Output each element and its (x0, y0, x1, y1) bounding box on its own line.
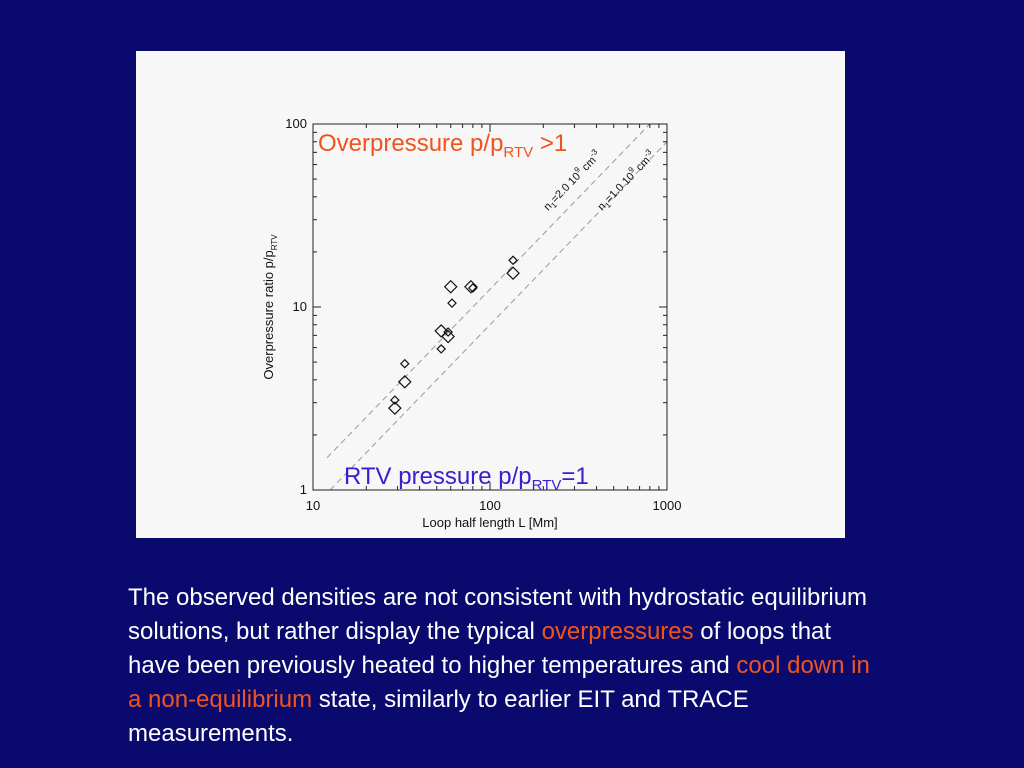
data-point-diamond (443, 327, 453, 337)
caption-highlight-cool-down: cool down in a non-equilibrium (128, 652, 870, 713)
data-point-diamond (389, 395, 400, 405)
label-value: =1.0 10 (603, 171, 637, 206)
x-axis-label: Loop half length L [Mm] (422, 515, 557, 530)
y-axis-label-sub: RTV (270, 234, 279, 251)
caption-part-1: The observed densities are not consisten… (128, 584, 868, 645)
data-point-diamond (387, 401, 402, 416)
data-point-diamond (399, 358, 410, 369)
data-point-diamond (508, 255, 518, 266)
density-line-1 (326, 124, 651, 459)
data-point-diamond (506, 266, 520, 281)
label-sub: 1 (603, 200, 613, 210)
data-point-diamond (434, 324, 449, 338)
data-point-diamond (436, 344, 447, 354)
density-line-label-2: n1=1.0 109 cm-3 (593, 147, 659, 215)
y-axis-label-main: Overpressure ratio p/p (261, 250, 276, 379)
label-unit-sup: -3 (588, 147, 600, 159)
rtv-annotation-rest: =1 (561, 463, 588, 490)
x-tick-label: 100 (479, 498, 501, 513)
caption-part-3: state, similarly to earlier EIT and TRAC… (128, 686, 749, 747)
data-point-diamond (467, 283, 478, 293)
label-sup: 9 (572, 165, 582, 175)
data-point-diamond (441, 329, 455, 344)
rtv-pressure-annotation: RTV pressure p/pRTV=1 (344, 463, 589, 494)
data-point-diamond (397, 374, 412, 389)
overpressure-annotation-rest: >1 (533, 130, 567, 157)
overpressure-annotation-sub: RTV (503, 144, 533, 161)
reference-lines (326, 124, 667, 490)
data-point-diamond (464, 279, 478, 294)
caption-part-2: of loops that have been previously heate… (128, 618, 832, 679)
density-line-2 (329, 141, 667, 490)
label-sup: 9 (626, 165, 636, 175)
data-point-diamond (443, 279, 458, 294)
data-point-diamond (447, 298, 457, 308)
caption-text: The observed densities are not consisten… (128, 581, 888, 751)
y-tick-label: 1 (300, 482, 307, 497)
overpressure-annotation: Overpressure p/pRTV >1 (318, 130, 567, 161)
data-points (387, 255, 520, 416)
label-value: =2.0 10 (549, 171, 583, 206)
x-tick-label: 1000 (653, 498, 682, 513)
y-tick-label: 100 (285, 116, 307, 131)
rtv-annotation-sub: RTV (532, 477, 562, 494)
plot-frame (312, 123, 668, 491)
x-tick-label: 10 (306, 498, 320, 513)
rtv-annotation-main: RTV pressure p/p (344, 463, 532, 490)
label-sub: 1 (549, 200, 559, 210)
plot-panel: 10 100 1000 1 10 100 Loop half length L [Mm] Ov… (136, 51, 845, 538)
caption-highlight-overpressures: overpressures (541, 618, 694, 645)
label-unit-sup: -3 (642, 147, 654, 159)
plot-axes (312, 123, 668, 491)
overpressure-annotation-main: Overpressure p/p (318, 130, 503, 157)
y-tick-label: 10 (293, 299, 307, 314)
y-axis-label: Overpressure ratio p/pRTV (261, 234, 279, 380)
